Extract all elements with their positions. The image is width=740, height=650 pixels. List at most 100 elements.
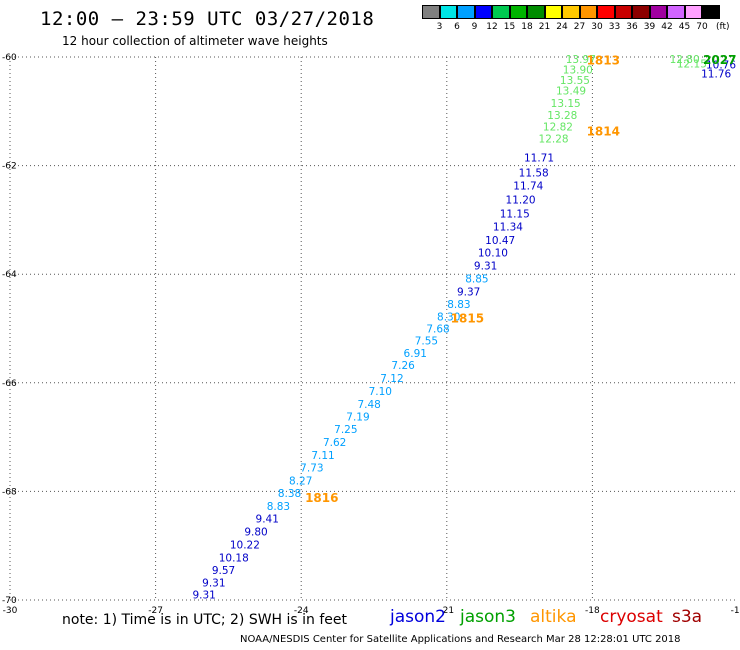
- data-point-label: 7.11: [311, 450, 334, 462]
- legend-swatch: [457, 5, 475, 19]
- data-point-label: 13.28: [547, 110, 577, 122]
- legend-label: 39: [643, 22, 656, 32]
- legend-label: 9: [471, 22, 478, 32]
- x-tick-label: -18: [585, 606, 600, 616]
- data-point-label: 10.47: [485, 235, 515, 247]
- legend-swatch: [562, 5, 580, 19]
- data-point-label: 10.22: [230, 540, 260, 552]
- legend-swatch: [527, 5, 545, 19]
- data-point-label: 11.74: [513, 181, 543, 193]
- data-point-label: 7.12: [380, 373, 403, 385]
- pass-number-label: 1815: [451, 312, 484, 326]
- data-point-label: 7.55: [415, 335, 438, 347]
- data-labels: 13.9713.9013.5513.4913.1513.2812.8212.28…: [192, 54, 736, 601]
- pass-labels: 1813 1814 1815 1816 2027: [305, 53, 736, 505]
- legend-swatch: [632, 5, 650, 19]
- data-point-label: 9.41: [256, 514, 279, 526]
- legend-swatch: [702, 5, 720, 19]
- legend-unit: (ft): [716, 22, 730, 32]
- data-point-label: 9.57: [212, 565, 235, 577]
- legend-label: 24: [556, 22, 568, 32]
- data-point-label: 13.97: [566, 54, 596, 66]
- legend-swatch: [597, 5, 615, 19]
- credit-line: NOAA/NESDIS Center for Satellite Applica…: [240, 634, 681, 645]
- grid-lines: [9, 56, 738, 601]
- legend-label: 70: [696, 22, 708, 32]
- data-point-label: 11.71: [524, 152, 554, 164]
- x-tick-label: -15: [731, 606, 740, 616]
- y-tick-label: -70: [2, 596, 17, 606]
- chart-title: 12:00 – 23:59 UTC 03/27/2018: [40, 8, 375, 30]
- legend-label: 18: [521, 22, 533, 32]
- legend-label: 45: [678, 22, 691, 32]
- data-point-label: 8.83: [447, 299, 470, 311]
- data-point-label: 8.83: [267, 501, 290, 513]
- x-tick-label: -27: [148, 606, 163, 616]
- axes: -60 -62 -64 -66 -68 -70-30 -27 -24 -21 -18 -15: [2, 53, 740, 616]
- data-point-label: 11.15: [500, 208, 530, 220]
- data-point-label: 7.19: [346, 411, 369, 423]
- satellite-cryosat: cryosat: [600, 607, 663, 627]
- data-point-label: 12.28: [539, 133, 569, 145]
- data-point-label: 13.15: [551, 98, 581, 110]
- legend-swatch: [684, 5, 702, 19]
- data-point-label: 8.85: [465, 274, 488, 286]
- pass-number-label: 1813: [587, 54, 620, 68]
- y-tick-label: -60: [2, 53, 17, 63]
- data-point-label: 9.31: [474, 261, 497, 273]
- legend-label: 42: [661, 22, 673, 32]
- legend-swatch: [439, 5, 457, 19]
- data-point-label: 7.25: [334, 424, 357, 436]
- data-point-label: 12.82: [543, 122, 573, 134]
- data-point-label: 9.31: [202, 578, 225, 590]
- pass-number-label: 2027: [703, 53, 736, 67]
- data-point-label: 6.91: [404, 348, 427, 360]
- data-point-label: 13.49: [556, 86, 586, 98]
- data-point-label: 10.10: [478, 247, 508, 259]
- satellite-jason2: jason2: [390, 607, 446, 627]
- data-point-label: 9.31: [192, 590, 215, 602]
- data-point-label: 9.80: [244, 527, 267, 539]
- pass-number-label: 1814: [587, 124, 620, 138]
- data-point-label: 12.15: [677, 59, 707, 71]
- x-tick-label: -21: [439, 606, 454, 616]
- data-point-label: 7.48: [357, 399, 380, 411]
- data-point-label: 11.20: [506, 194, 536, 206]
- y-tick-label: -68: [2, 487, 17, 497]
- y-tick-label: -64: [2, 270, 17, 280]
- legend-swatch: [614, 5, 632, 19]
- data-point-label: 11.34: [493, 221, 523, 233]
- satellite-altika: altika: [530, 607, 577, 627]
- data-point-label: 13.55: [560, 75, 590, 87]
- data-point-label: 12.80: [670, 54, 700, 66]
- legend-swatch: [544, 5, 562, 19]
- x-tick-label: -24: [294, 606, 309, 616]
- data-point-label: 10.76: [706, 60, 736, 72]
- data-point-label: 8.38: [278, 488, 301, 500]
- legend-label: 12: [486, 22, 498, 32]
- data-point-label: 8.30: [437, 312, 460, 324]
- legend-swatch: [579, 5, 597, 19]
- legend-swatch: [474, 5, 492, 19]
- chart-subtitle: 12 hour collection of altimeter wave hei…: [62, 34, 328, 48]
- legend-swatch: [492, 5, 510, 19]
- data-point-label: 7.68: [426, 324, 449, 336]
- legend-label: 30: [591, 22, 603, 32]
- legend-label: 15: [503, 22, 516, 32]
- satellite-s3a: s3a: [672, 607, 703, 627]
- legend-label: 3: [436, 22, 443, 32]
- y-tick-label: -62: [2, 162, 17, 172]
- legend-label: 36: [626, 22, 638, 32]
- data-point-label: 8.27: [289, 476, 312, 488]
- data-point-label: 13.90: [563, 64, 593, 76]
- legend-label: 6: [454, 22, 460, 32]
- data-point-label: 7.73: [300, 463, 323, 475]
- data-point-label: 10.18: [219, 553, 249, 565]
- pass-number-label: 1816: [305, 491, 338, 505]
- legend-swatch: [649, 5, 667, 19]
- y-tick-label: -66: [2, 379, 17, 389]
- satellite-jason3: jason3: [460, 607, 516, 627]
- data-point-label: 9.37: [457, 287, 480, 299]
- legend-label: 21: [538, 22, 551, 32]
